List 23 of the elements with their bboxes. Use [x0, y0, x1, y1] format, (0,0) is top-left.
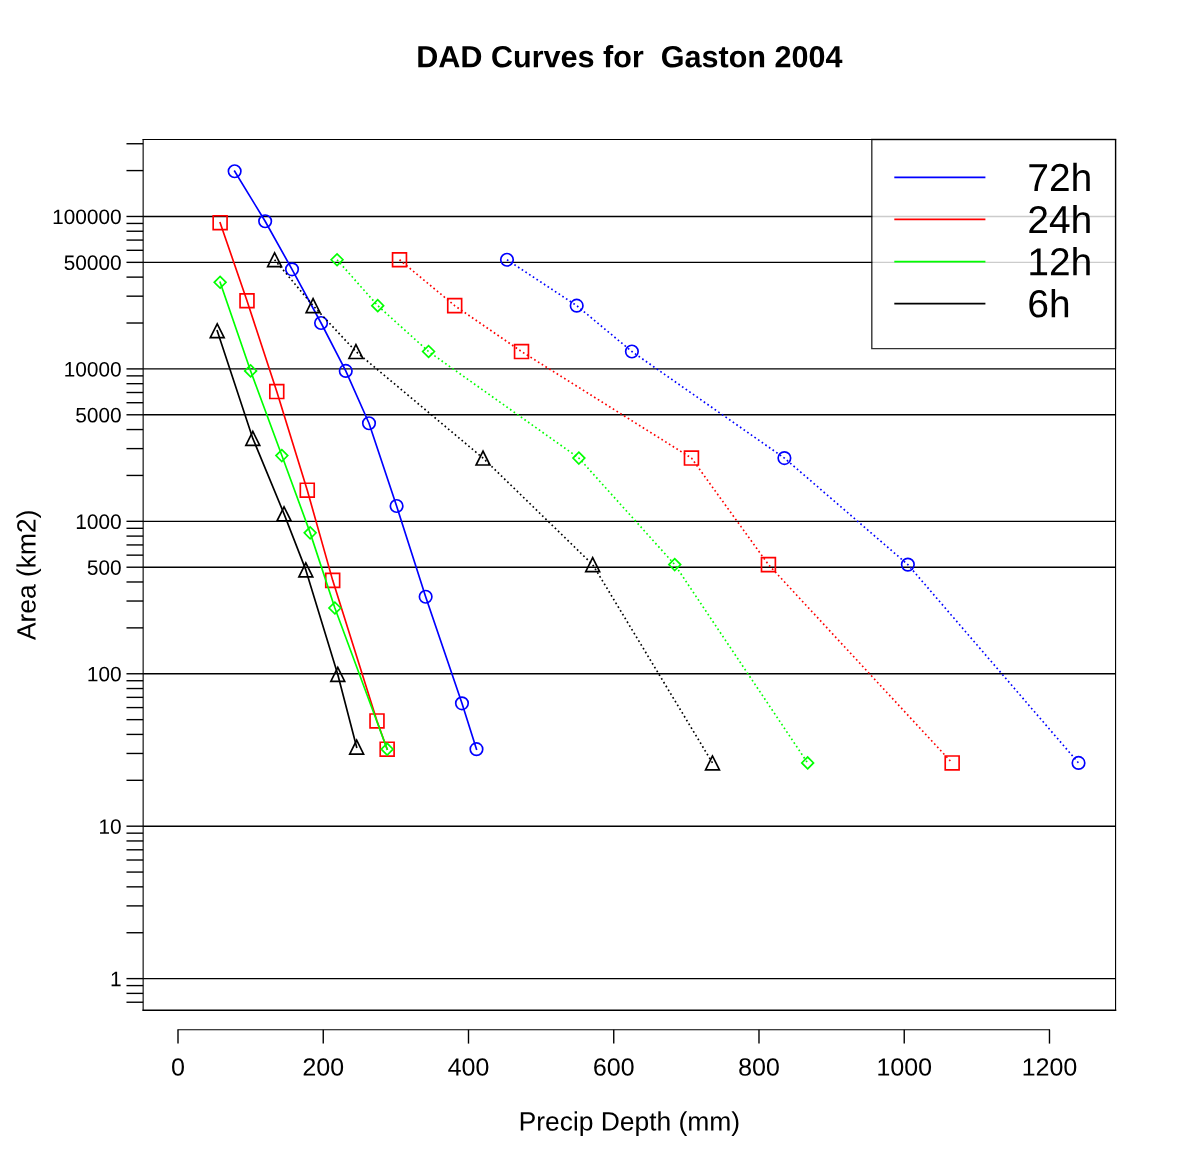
- x-tick-label: 1000: [878, 1058, 932, 1076]
- y-tick-label: 1000: [76, 514, 121, 530]
- legend-label: 12h: [1030, 246, 1090, 276]
- legend-label: 72h: [1029, 162, 1090, 191]
- x-tick-label: 800: [739, 1058, 779, 1076]
- legend-label: 6h: [1029, 289, 1069, 318]
- chart-title: DAD Curves for Gaston 2004: [418, 45, 843, 68]
- y-tick-label: 100000: [53, 209, 121, 225]
- y-tick-label: 500: [87, 560, 121, 575]
- x-tick-label: 1200: [1023, 1058, 1077, 1076]
- y-tick-label: 50000: [64, 255, 121, 271]
- y-tick-label: 10: [100, 819, 121, 834]
- x-tick-label: 200: [303, 1058, 344, 1076]
- y-tick-label: 1: [111, 971, 121, 987]
- x-axis-title: Precip Depth (mm): [520, 1111, 739, 1136]
- y-tick-label: 100: [88, 666, 121, 682]
- legend-label: 24h: [1029, 204, 1090, 234]
- x-tick-label: 0: [172, 1058, 184, 1076]
- x-tick-label: 400: [448, 1058, 489, 1076]
- y-tick-label: 10000: [65, 361, 121, 377]
- y-axis-title: Area (km2): [16, 511, 41, 641]
- y-tick-label: 5000: [76, 407, 121, 423]
- x-tick-label: 600: [594, 1058, 634, 1076]
